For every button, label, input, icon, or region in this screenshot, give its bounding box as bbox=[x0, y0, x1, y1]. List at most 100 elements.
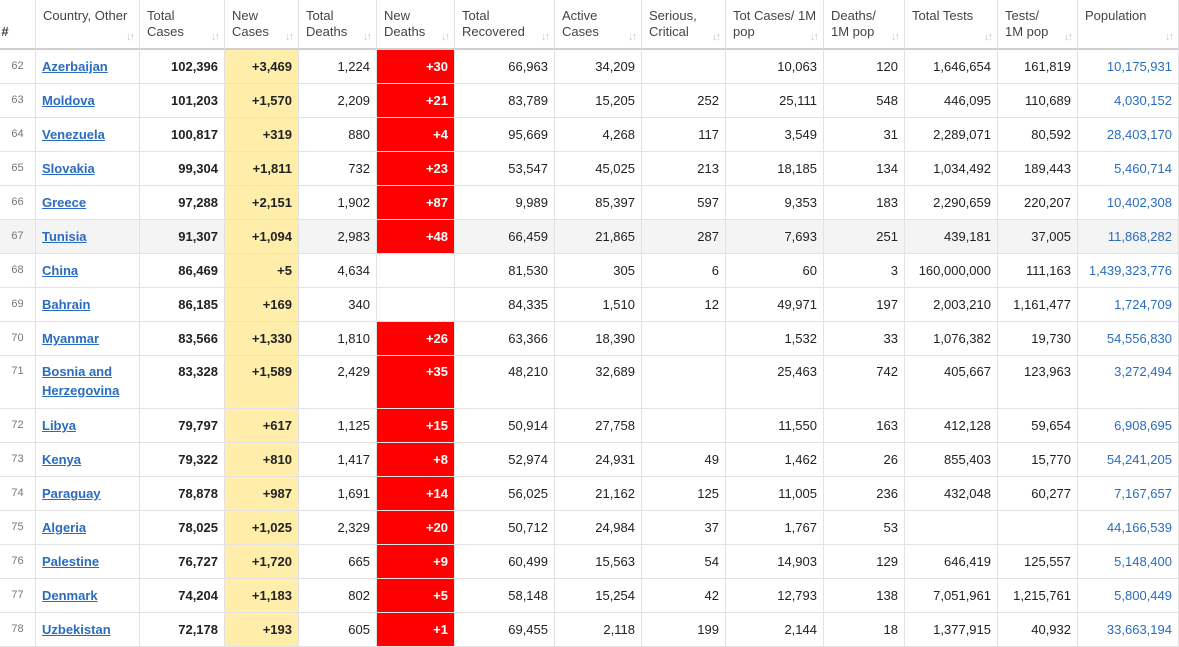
sort-arrows-icon[interactable]: ↓↑ bbox=[363, 31, 372, 43]
new-cases-cell: +1,330 bbox=[225, 322, 299, 356]
header-tests-per-1m[interactable]: Tests/ 1M pop ↓↑ bbox=[998, 0, 1078, 50]
header-label: Tot Cases/ 1M pop bbox=[733, 8, 817, 39]
header-label: Total Recovered bbox=[462, 8, 525, 39]
population-value[interactable]: 5,148,400 bbox=[1114, 554, 1172, 569]
deaths-per-1m-value: 236 bbox=[876, 486, 898, 501]
table-row: 65 Slovakia 99,304 +1,811 732 +23 53,547 45,025… bbox=[0, 152, 1179, 186]
population-value[interactable]: 1,724,709 bbox=[1114, 297, 1172, 312]
country-link[interactable]: Paraguay bbox=[42, 486, 101, 501]
sort-arrows-icon[interactable]: ↓↑ bbox=[126, 31, 135, 43]
active-cases-cell: 32,689 bbox=[555, 356, 642, 409]
country-link[interactable]: Denmark bbox=[42, 588, 98, 603]
new-cases-value: +617 bbox=[262, 418, 292, 433]
header-deaths-per-1m[interactable]: Deaths/ 1M pop ↓↑ bbox=[824, 0, 905, 50]
sort-arrows-icon[interactable]: ↓↑ bbox=[541, 31, 550, 43]
country-link[interactable]: Venezuela bbox=[42, 127, 105, 142]
country-link[interactable]: Greece bbox=[42, 195, 87, 210]
new-deaths-cell: +23 bbox=[377, 152, 455, 186]
population-value[interactable]: 28,403,170 bbox=[1106, 127, 1172, 142]
rank-value: 63 bbox=[11, 94, 24, 106]
country-link[interactable]: Myanmar bbox=[42, 331, 100, 346]
sort-arrows-icon[interactable]: ↓↑ bbox=[891, 31, 900, 43]
country-link[interactable]: Slovakia bbox=[42, 161, 95, 176]
population-value[interactable]: 7,167,657 bbox=[1114, 486, 1172, 501]
country-link[interactable]: Kenya bbox=[42, 452, 82, 467]
population-value[interactable]: 5,800,449 bbox=[1114, 588, 1172, 603]
cases-per-1m-value: 12,793 bbox=[777, 588, 817, 603]
country-link[interactable]: Palestine bbox=[42, 554, 100, 569]
serious-critical-value: 199 bbox=[697, 622, 719, 637]
tests-per-1m-cell: 60,277 bbox=[998, 477, 1078, 511]
sort-arrows-icon[interactable]: ↓↑ bbox=[810, 31, 819, 43]
active-cases-value: 4,268 bbox=[602, 127, 635, 142]
header-new-cases[interactable]: New Cases ↓↑ bbox=[225, 0, 299, 50]
total-cases-cell: 101,203 bbox=[140, 84, 225, 118]
new-cases-cell: +810 bbox=[225, 443, 299, 477]
total-deaths-cell: 340 bbox=[299, 288, 377, 322]
header-total-deaths[interactable]: Total Deaths ↓↑ bbox=[299, 0, 377, 50]
header-active-cases[interactable]: Active Cases ↓↑ bbox=[555, 0, 642, 50]
country-link[interactable]: Algeria bbox=[42, 520, 87, 535]
total-cases-value: 79,322 bbox=[178, 452, 218, 467]
population-value[interactable]: 54,556,830 bbox=[1106, 331, 1172, 346]
population-value[interactable]: 11,868,282 bbox=[1107, 229, 1172, 244]
sort-arrows-icon[interactable]: ↓↑ bbox=[441, 31, 450, 43]
total-deaths-cell: 2,429 bbox=[299, 356, 377, 409]
total-tests-value: 160,000,000 bbox=[918, 263, 991, 278]
country-link[interactable]: Bahrain bbox=[42, 297, 91, 312]
serious-critical-cell: 125 bbox=[642, 477, 726, 511]
active-cases-value: 45,025 bbox=[595, 161, 635, 176]
country-link[interactable]: Moldova bbox=[42, 93, 95, 108]
total-recovered-cell: 69,455 bbox=[455, 613, 555, 647]
population-value[interactable]: 1,439,323,776 bbox=[1088, 263, 1172, 278]
population-value[interactable]: 4,030,152 bbox=[1114, 93, 1172, 108]
table-row: 76 Palestine 76,727 +1,720 665 +9 60,499 15,563… bbox=[0, 545, 1179, 579]
country-link[interactable]: Azerbaijan bbox=[42, 59, 108, 74]
country-cell: Moldova bbox=[36, 84, 140, 118]
country-link[interactable]: Tunisia bbox=[42, 229, 87, 244]
sort-arrows-icon[interactable]: ↓↑ bbox=[712, 31, 721, 43]
sort-arrows-icon[interactable]: ↓↑ bbox=[628, 31, 637, 43]
header-serious-critical[interactable]: Serious, Critical ↓↑ bbox=[642, 0, 726, 50]
sort-arrows-icon[interactable]: ↓↑ bbox=[285, 31, 294, 43]
active-cases-cell: 4,268 bbox=[555, 118, 642, 152]
tests-per-1m-cell: 59,654 bbox=[998, 409, 1078, 443]
total-tests-value: 2,290,659 bbox=[933, 195, 991, 210]
country-link[interactable]: Uzbekistan bbox=[42, 622, 111, 637]
cases-per-1m-cell: 11,005 bbox=[726, 477, 824, 511]
total-recovered-value: 50,712 bbox=[508, 520, 548, 535]
header-total-recovered[interactable]: Total Recovered ↓↑ bbox=[455, 0, 555, 50]
total-recovered-cell: 50,712 bbox=[455, 511, 555, 545]
country-link[interactable]: China bbox=[42, 263, 79, 278]
population-value[interactable]: 3,272,494 bbox=[1114, 364, 1172, 379]
active-cases-cell: 45,025 bbox=[555, 152, 642, 186]
serious-critical-value: 597 bbox=[697, 195, 719, 210]
header-total-tests[interactable]: Total Tests ↓↑ bbox=[905, 0, 998, 50]
population-value[interactable]: 54,241,205 bbox=[1106, 452, 1172, 467]
population-value[interactable]: 10,175,931 bbox=[1106, 59, 1172, 74]
total-deaths-cell: 1,691 bbox=[299, 477, 377, 511]
population-value[interactable]: 6,908,695 bbox=[1114, 418, 1172, 433]
active-cases-value: 27,758 bbox=[595, 418, 635, 433]
total-cases-value: 78,025 bbox=[178, 520, 218, 535]
population-value[interactable]: 5,460,714 bbox=[1114, 161, 1172, 176]
header-population[interactable]: Population ↓↑ bbox=[1078, 0, 1179, 50]
serious-critical-value: 287 bbox=[697, 229, 719, 244]
header-total-cases[interactable]: Total Cases ↓↑ bbox=[140, 0, 225, 50]
header-tot-cases-per-1m[interactable]: Tot Cases/ 1M pop ↓↑ bbox=[726, 0, 824, 50]
population-value[interactable]: 33,663,194 bbox=[1106, 622, 1172, 637]
population-value[interactable]: 44,166,539 bbox=[1106, 520, 1172, 535]
sort-arrows-icon[interactable]: ↓↑ bbox=[1165, 31, 1174, 43]
population-cell: 10,175,931 bbox=[1078, 50, 1179, 84]
sort-arrows-icon[interactable]: ↓↑ bbox=[1064, 31, 1073, 43]
country-link[interactable]: Libya bbox=[42, 418, 76, 433]
sort-arrows-icon[interactable]: ↓↑ bbox=[211, 31, 220, 43]
header-country[interactable]: Country, Other ↓↑ bbox=[36, 0, 140, 50]
header-new-deaths[interactable]: New Deaths ↓↑ bbox=[377, 0, 455, 50]
population-value[interactable]: 10,402,308 bbox=[1106, 195, 1172, 210]
country-link[interactable]: Bosnia and Herzegovina bbox=[42, 364, 120, 398]
sort-arrows-icon[interactable]: ↓↑ bbox=[984, 31, 993, 43]
table-row: 64 Venezuela 100,817 +319 880 +4 95,669 4,268 11… bbox=[0, 118, 1179, 152]
total-cases-value: 100,817 bbox=[171, 127, 218, 142]
new-cases-value: +169 bbox=[262, 297, 292, 312]
